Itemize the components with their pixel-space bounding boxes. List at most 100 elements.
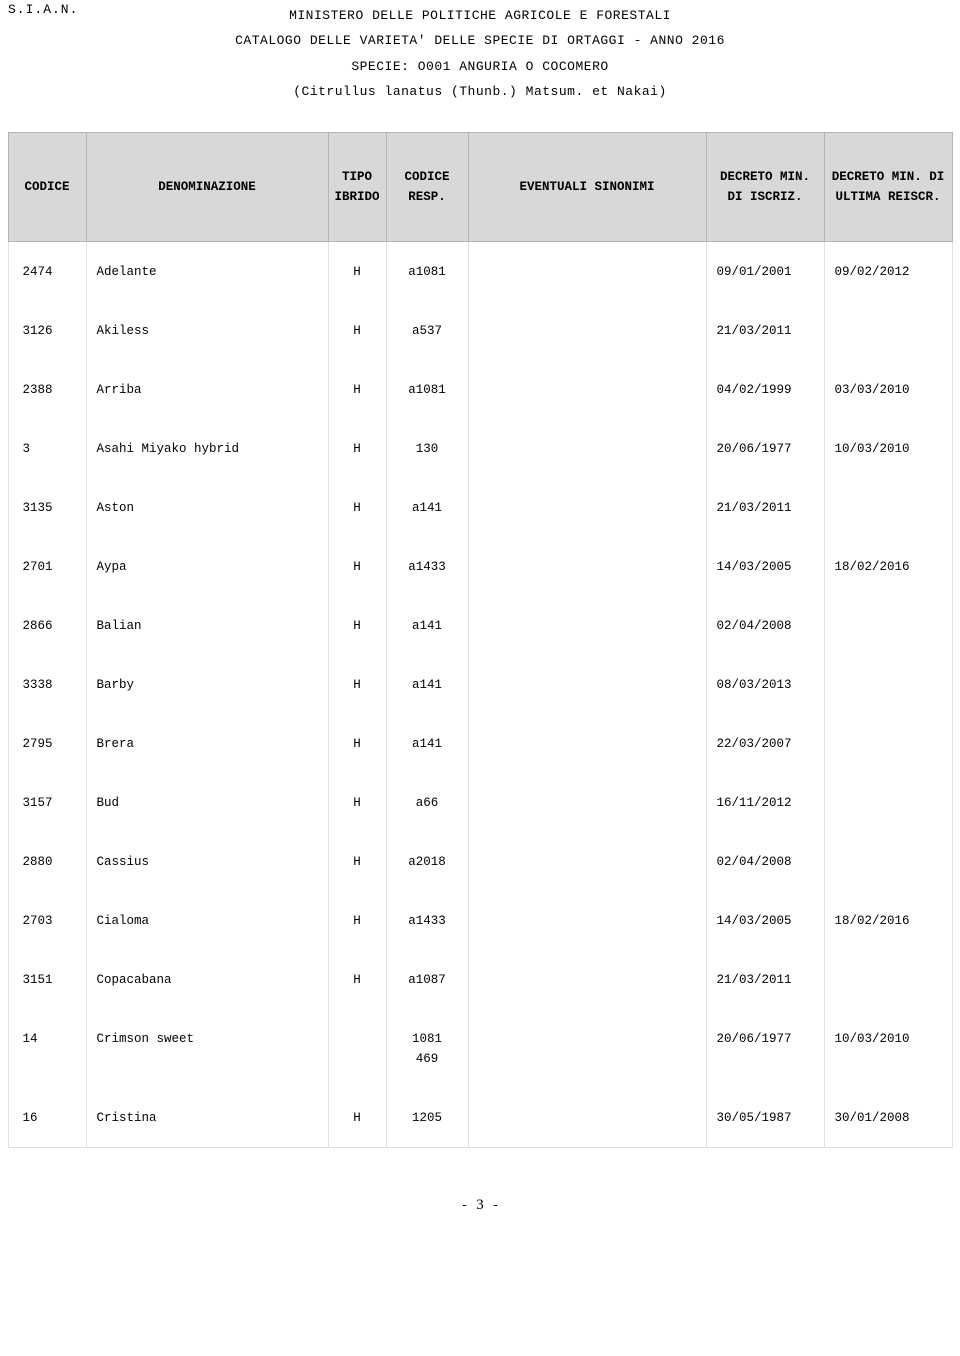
document-header: MINISTERO DELLE POLITICHE AGRICOLE E FOR… bbox=[0, 0, 960, 104]
cell-sinonimi bbox=[468, 832, 706, 891]
cell-reiscr: 09/02/2012 bbox=[824, 241, 952, 301]
col-header-reiscr: DECRETO MIN. DI ULTIMA REISCR. bbox=[824, 132, 952, 241]
cell-sinonimi bbox=[468, 419, 706, 478]
cell-reiscr: 10/03/2010 bbox=[824, 419, 952, 478]
table-row: 2388ArribaHa108104/02/199903/03/2010 bbox=[8, 360, 952, 419]
cell-iscriz: 20/06/1977 bbox=[706, 1009, 824, 1088]
cell-codice: 2701 bbox=[8, 537, 86, 596]
cell-denominazione: Balian bbox=[86, 596, 328, 655]
cell-iscriz: 02/04/2008 bbox=[706, 832, 824, 891]
cell-codice-resp: a66 bbox=[386, 773, 468, 832]
cell-tipo-ibrido: H bbox=[328, 360, 386, 419]
page-number-dash-left: - bbox=[461, 1198, 477, 1213]
table-row: 2866BalianHa14102/04/2008 bbox=[8, 596, 952, 655]
cell-denominazione: Copacabana bbox=[86, 950, 328, 1009]
table-body: 2474AdelanteHa108109/01/200109/02/201231… bbox=[8, 241, 952, 1147]
cell-reiscr bbox=[824, 950, 952, 1009]
cell-denominazione: Barby bbox=[86, 655, 328, 714]
cell-denominazione: Adelante bbox=[86, 241, 328, 301]
cell-tipo-ibrido: H bbox=[328, 773, 386, 832]
cell-codice: 2866 bbox=[8, 596, 86, 655]
cell-denominazione: Cialoma bbox=[86, 891, 328, 950]
table-row: 3151CopacabanaHa108721/03/2011 bbox=[8, 950, 952, 1009]
cell-reiscr bbox=[824, 301, 952, 360]
header-line-species: SPECIE: O001 ANGURIA O COCOMERO bbox=[0, 55, 960, 78]
cell-iscriz: 30/05/1987 bbox=[706, 1088, 824, 1148]
cell-sinonimi bbox=[468, 714, 706, 773]
cell-denominazione: Asahi Miyako hybrid bbox=[86, 419, 328, 478]
table-row: 3126AkilessHa53721/03/2011 bbox=[8, 301, 952, 360]
cell-iscriz: 16/11/2012 bbox=[706, 773, 824, 832]
catalog-table: CODICE DENOMINAZIONE TIPO IBRIDO CODICE … bbox=[8, 132, 953, 1148]
cell-tipo-ibrido bbox=[328, 1009, 386, 1088]
cell-denominazione: Brera bbox=[86, 714, 328, 773]
cell-codice: 2703 bbox=[8, 891, 86, 950]
cell-reiscr: 03/03/2010 bbox=[824, 360, 952, 419]
cell-sinonimi bbox=[468, 241, 706, 301]
cell-codice-resp: a1433 bbox=[386, 891, 468, 950]
cell-codice-resp: a537 bbox=[386, 301, 468, 360]
cell-tipo-ibrido: H bbox=[328, 241, 386, 301]
table-row: 2474AdelanteHa1081 09/01/200109/02/2012 bbox=[8, 241, 952, 301]
cell-iscriz: 14/03/2005 bbox=[706, 537, 824, 596]
col-header-sinonimi: EVENTUALI SINONIMI bbox=[468, 132, 706, 241]
cell-iscriz: 14/03/2005 bbox=[706, 891, 824, 950]
cell-iscriz: 04/02/1999 bbox=[706, 360, 824, 419]
cell-reiscr: 10/03/2010 bbox=[824, 1009, 952, 1088]
col-header-codice: CODICE bbox=[8, 132, 86, 241]
table-header-row: CODICE DENOMINAZIONE TIPO IBRIDO CODICE … bbox=[8, 132, 952, 241]
cell-codice: 14 bbox=[8, 1009, 86, 1088]
table-row: 2703CialomaHa143314/03/200518/02/2016 bbox=[8, 891, 952, 950]
table-row: 3338BarbyHa14108/03/2013 bbox=[8, 655, 952, 714]
cell-denominazione: Aypa bbox=[86, 537, 328, 596]
cell-codice: 3135 bbox=[8, 478, 86, 537]
cell-codice: 3 bbox=[8, 419, 86, 478]
cell-tipo-ibrido: H bbox=[328, 537, 386, 596]
cell-codice: 16 bbox=[8, 1088, 86, 1148]
page-number-value: 3 bbox=[476, 1197, 484, 1213]
cell-reiscr: 18/02/2016 bbox=[824, 891, 952, 950]
cell-tipo-ibrido: H bbox=[328, 419, 386, 478]
header-line-ministry: MINISTERO DELLE POLITICHE AGRICOLE E FOR… bbox=[0, 4, 960, 27]
cell-tipo-ibrido: H bbox=[328, 596, 386, 655]
cell-denominazione: Crimson sweet bbox=[86, 1009, 328, 1088]
cell-tipo-ibrido: H bbox=[328, 1088, 386, 1148]
cell-sinonimi bbox=[468, 773, 706, 832]
cell-codice: 3126 bbox=[8, 301, 86, 360]
cell-iscriz: 22/03/2007 bbox=[706, 714, 824, 773]
cell-reiscr bbox=[824, 714, 952, 773]
cell-sinonimi bbox=[468, 478, 706, 537]
cell-codice: 3157 bbox=[8, 773, 86, 832]
cell-sinonimi bbox=[468, 655, 706, 714]
cell-sinonimi bbox=[468, 891, 706, 950]
cell-codice-resp: a1081 bbox=[386, 241, 468, 301]
table-row: 2701AypaHa143314/03/200518/02/2016 bbox=[8, 537, 952, 596]
cell-denominazione: Akiless bbox=[86, 301, 328, 360]
cell-denominazione: Aston bbox=[86, 478, 328, 537]
cell-sinonimi bbox=[468, 596, 706, 655]
cell-sinonimi bbox=[468, 360, 706, 419]
header-line-latin: (Citrullus lanatus (Thunb.) Matsum. et N… bbox=[0, 80, 960, 103]
cell-codice: 3151 bbox=[8, 950, 86, 1009]
cell-denominazione: Cassius bbox=[86, 832, 328, 891]
table-row: 3135AstonHa14121/03/2011 bbox=[8, 478, 952, 537]
cell-iscriz: 21/03/2011 bbox=[706, 478, 824, 537]
cell-sinonimi bbox=[468, 537, 706, 596]
cell-codice: 2388 bbox=[8, 360, 86, 419]
cell-iscriz: 09/01/2001 bbox=[706, 241, 824, 301]
cell-codice-resp: a141 bbox=[386, 714, 468, 773]
cell-tipo-ibrido: H bbox=[328, 950, 386, 1009]
cell-iscriz: 02/04/2008 bbox=[706, 596, 824, 655]
col-header-codice-resp: CODICE RESP. bbox=[386, 132, 468, 241]
cell-reiscr bbox=[824, 478, 952, 537]
cell-codice-resp: a1081 bbox=[386, 360, 468, 419]
cell-denominazione: Bud bbox=[86, 773, 328, 832]
cell-reiscr: 30/01/2008 bbox=[824, 1088, 952, 1148]
cell-tipo-ibrido: H bbox=[328, 301, 386, 360]
cell-codice-resp: 1205 bbox=[386, 1088, 468, 1148]
cell-denominazione: Cristina bbox=[86, 1088, 328, 1148]
cell-codice: 2795 bbox=[8, 714, 86, 773]
cell-sinonimi bbox=[468, 1009, 706, 1088]
page-number-dash-right: - bbox=[484, 1198, 500, 1213]
cell-codice: 2474 bbox=[8, 241, 86, 301]
